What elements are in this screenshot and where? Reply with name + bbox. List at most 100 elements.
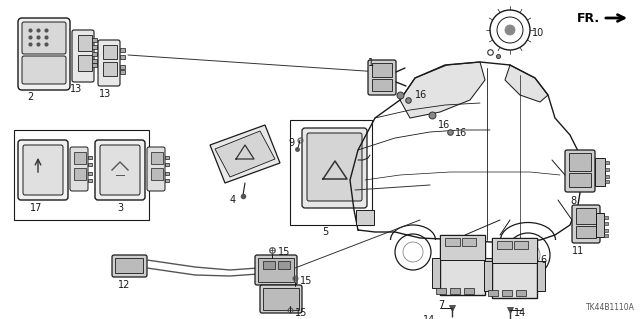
Bar	[464, 288, 474, 294]
Text: 16: 16	[438, 120, 451, 130]
Text: 11: 11	[572, 246, 584, 256]
Bar	[502, 290, 512, 296]
Bar	[88, 163, 92, 166]
FancyBboxPatch shape	[72, 30, 94, 82]
Bar	[445, 238, 460, 246]
Bar	[165, 172, 169, 175]
Bar	[450, 288, 460, 294]
Bar	[88, 172, 92, 175]
Bar	[497, 241, 512, 249]
Bar	[372, 79, 392, 91]
Bar	[103, 62, 117, 76]
Bar	[432, 258, 440, 288]
Bar	[356, 210, 374, 225]
Text: FR.: FR.	[577, 11, 600, 25]
Text: 1: 1	[368, 58, 374, 68]
Bar	[484, 261, 492, 291]
Circle shape	[505, 25, 515, 35]
Text: 4: 4	[230, 195, 236, 205]
FancyBboxPatch shape	[18, 140, 68, 200]
Bar	[462, 238, 476, 246]
Text: 13: 13	[99, 89, 111, 99]
Bar	[604, 222, 608, 225]
Bar	[103, 45, 117, 59]
FancyBboxPatch shape	[95, 140, 145, 200]
Bar	[605, 168, 609, 171]
Bar	[488, 290, 498, 296]
FancyBboxPatch shape	[22, 56, 66, 84]
Bar	[120, 48, 125, 52]
Polygon shape	[400, 62, 485, 118]
Bar	[78, 35, 92, 51]
Bar	[605, 161, 609, 164]
Bar	[576, 226, 596, 238]
Text: 16: 16	[455, 128, 467, 138]
Bar	[596, 213, 604, 237]
Bar	[92, 59, 97, 63]
Polygon shape	[505, 65, 548, 102]
FancyBboxPatch shape	[22, 22, 66, 54]
Polygon shape	[215, 131, 275, 177]
FancyBboxPatch shape	[572, 205, 600, 243]
Bar	[569, 173, 591, 187]
Text: 9: 9	[288, 138, 294, 148]
FancyBboxPatch shape	[368, 60, 396, 95]
Bar	[604, 229, 608, 232]
Text: 12: 12	[118, 280, 130, 290]
Text: 8: 8	[570, 196, 576, 206]
Text: 3: 3	[117, 203, 123, 213]
Bar	[290, 120, 372, 225]
Bar	[516, 290, 526, 296]
Bar	[92, 45, 97, 49]
Text: 7: 7	[438, 300, 444, 310]
Bar	[165, 163, 169, 166]
Bar	[120, 55, 125, 59]
FancyBboxPatch shape	[565, 150, 595, 192]
FancyBboxPatch shape	[147, 147, 165, 191]
Bar	[537, 261, 545, 291]
Text: 17: 17	[30, 203, 42, 213]
FancyBboxPatch shape	[98, 40, 120, 86]
Bar	[514, 241, 528, 249]
Bar	[492, 238, 537, 298]
Bar	[151, 152, 163, 164]
Bar	[92, 63, 97, 67]
Bar	[440, 235, 485, 260]
Text: 15: 15	[300, 276, 312, 286]
Bar	[604, 216, 608, 219]
FancyBboxPatch shape	[260, 285, 302, 313]
Text: 14: 14	[514, 308, 526, 318]
Bar	[115, 258, 143, 273]
Bar	[151, 168, 163, 180]
FancyBboxPatch shape	[307, 133, 362, 201]
FancyBboxPatch shape	[302, 128, 367, 208]
Text: 13: 13	[70, 84, 82, 94]
FancyBboxPatch shape	[70, 147, 88, 191]
Polygon shape	[210, 125, 280, 183]
Bar	[165, 156, 169, 159]
Text: 2: 2	[27, 92, 33, 102]
Text: 5: 5	[322, 227, 328, 237]
Bar	[88, 156, 92, 159]
Bar	[595, 158, 605, 186]
Bar	[74, 152, 86, 164]
Bar	[440, 235, 485, 295]
Bar	[92, 38, 97, 42]
FancyBboxPatch shape	[255, 255, 297, 285]
Text: 15: 15	[295, 308, 307, 318]
Bar	[120, 70, 125, 74]
Bar	[92, 52, 97, 56]
Bar	[263, 261, 275, 269]
Bar	[165, 179, 169, 182]
Bar	[14, 130, 149, 220]
FancyBboxPatch shape	[23, 145, 63, 195]
Bar	[492, 238, 537, 263]
Bar	[436, 288, 446, 294]
Bar	[88, 179, 92, 182]
FancyBboxPatch shape	[18, 18, 70, 90]
Text: TK44B1110A: TK44B1110A	[586, 303, 635, 312]
Bar	[372, 63, 392, 77]
Bar	[74, 168, 86, 180]
Bar	[263, 288, 299, 310]
Text: 15: 15	[278, 247, 291, 257]
